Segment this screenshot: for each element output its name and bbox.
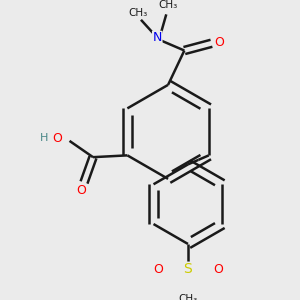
Text: O: O	[76, 184, 86, 197]
Text: CH₃: CH₃	[178, 294, 198, 300]
Text: O: O	[153, 263, 163, 276]
Text: H: H	[40, 133, 48, 143]
Text: O: O	[52, 132, 62, 145]
Text: O: O	[213, 263, 223, 276]
Text: CH₃: CH₃	[129, 8, 148, 18]
Text: CH₃: CH₃	[158, 0, 178, 10]
Text: O: O	[215, 36, 224, 49]
Text: S: S	[184, 262, 192, 276]
Text: N: N	[152, 32, 162, 44]
